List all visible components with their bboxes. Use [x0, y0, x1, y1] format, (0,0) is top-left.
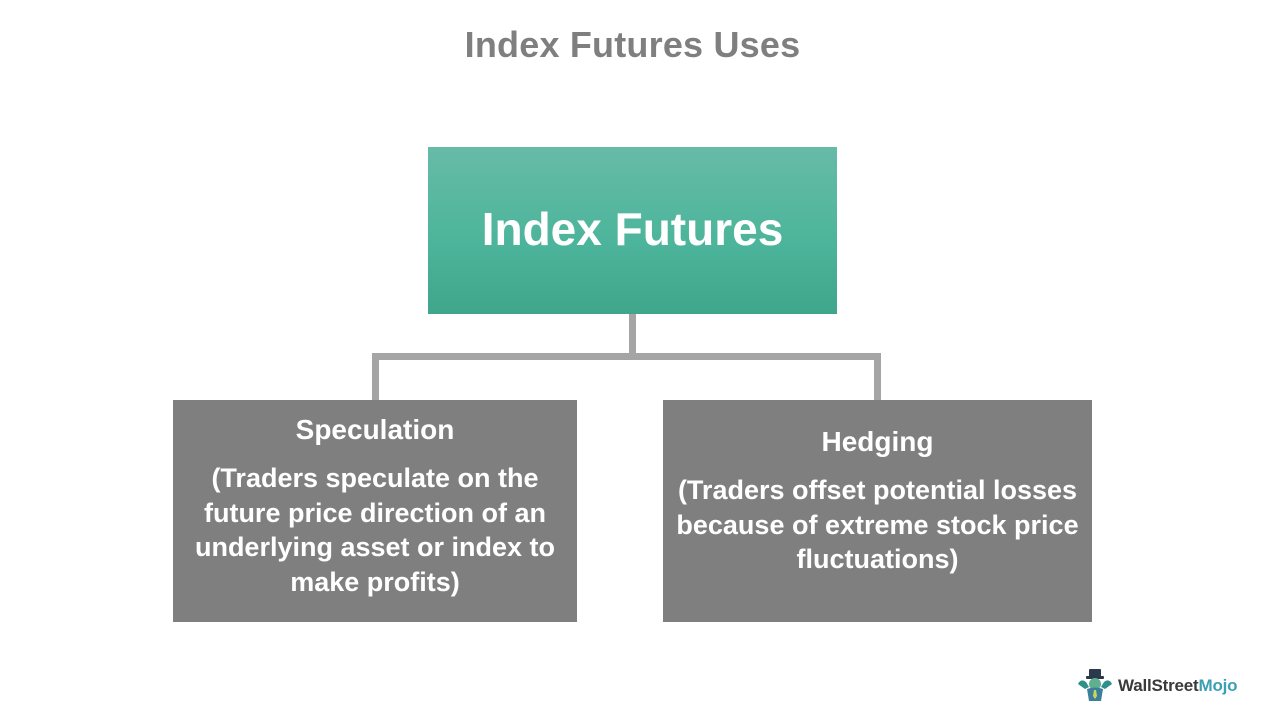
- connector-right-drop: [874, 353, 881, 401]
- root-node-index-futures: Index Futures: [428, 147, 837, 314]
- wallstreetmojo-logo-text: WallStreetMojo: [1118, 676, 1238, 696]
- child-node-description: (Traders offset potential losses because…: [676, 475, 1079, 575]
- child-node-title: Speculation: [295, 414, 455, 445]
- child-node-title: Hedging: [821, 426, 934, 458]
- wallstreetmojo-mascot-icon: [1078, 669, 1112, 701]
- page-title: Index Futures Uses: [464, 24, 801, 65]
- child-node-speculation: Speculation (Traders speculate on the fu…: [173, 400, 577, 622]
- connector-stem: [629, 314, 636, 356]
- connector-left-drop: [372, 353, 379, 401]
- child-node-description: (Traders speculate on the future price d…: [194, 463, 556, 597]
- root-node-label: Index Futures: [481, 202, 784, 255]
- logo-text-accent: Mojo: [1198, 676, 1238, 695]
- child-node-hedging: Hedging (Traders offset potential losses…: [663, 400, 1092, 622]
- wallstreetmojo-logo: WallStreetMojo: [1076, 668, 1238, 704]
- logo-text-main: WallStreet: [1118, 676, 1199, 695]
- connector-horizontal-bar: [372, 353, 881, 360]
